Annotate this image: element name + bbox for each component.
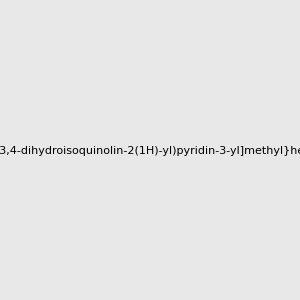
Text: (3E)-N-{[2-(3,4-dihydroisoquinolin-2(1H)-yl)pyridin-3-yl]methyl}hex-3-enamide: (3E)-N-{[2-(3,4-dihydroisoquinolin-2(1H)… bbox=[0, 146, 300, 157]
